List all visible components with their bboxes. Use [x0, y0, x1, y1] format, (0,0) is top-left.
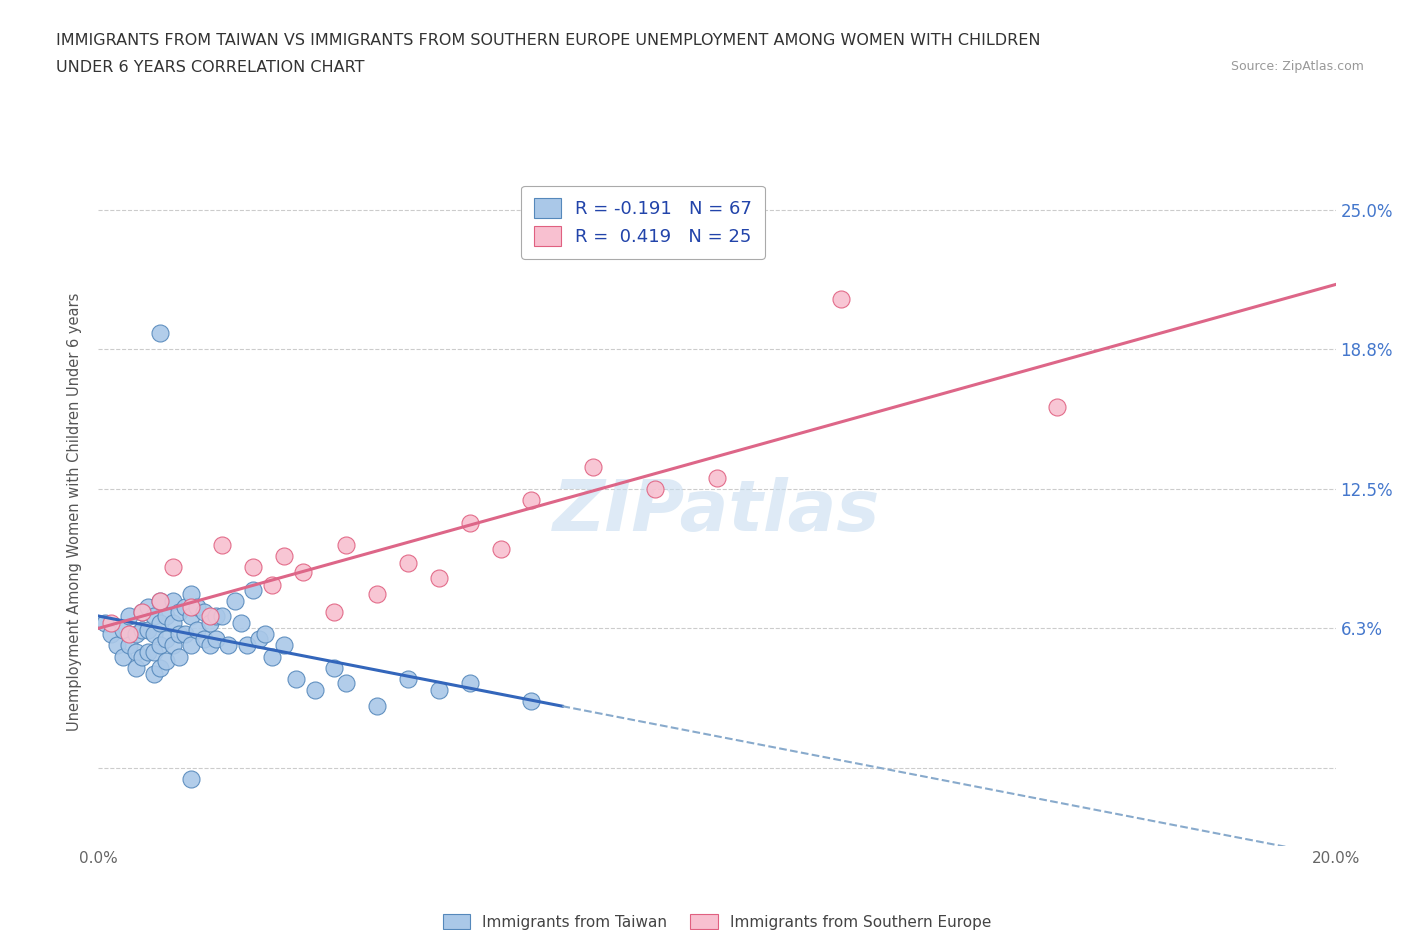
- Point: [155, 609, 177, 624]
- Point: [162, 616, 184, 631]
- Point: [520, 493, 543, 508]
- Point: [198, 638, 221, 653]
- Point: [198, 609, 221, 624]
- Point: [260, 578, 283, 592]
- Point: [100, 627, 122, 642]
- Point: [322, 604, 344, 619]
- Point: [205, 609, 228, 624]
- Point: [217, 638, 239, 653]
- Point: [1046, 399, 1069, 414]
- Point: [136, 622, 159, 637]
- Point: [124, 644, 146, 659]
- Point: [174, 600, 197, 615]
- Point: [149, 593, 172, 608]
- Point: [131, 649, 153, 664]
- Point: [186, 622, 208, 637]
- Point: [193, 604, 215, 619]
- Point: [180, 609, 202, 624]
- Point: [211, 538, 233, 552]
- Point: [582, 459, 605, 474]
- Point: [229, 616, 252, 631]
- Point: [396, 555, 419, 570]
- Point: [273, 549, 295, 564]
- Point: [143, 667, 166, 682]
- Text: IMMIGRANTS FROM TAIWAN VS IMMIGRANTS FROM SOUTHERN EUROPE UNEMPLOYMENT AMONG WOM: IMMIGRANTS FROM TAIWAN VS IMMIGRANTS FRO…: [56, 33, 1040, 47]
- Point: [136, 644, 159, 659]
- Point: [366, 698, 388, 713]
- Legend: R = -0.191   N = 67, R =  0.419   N = 25: R = -0.191 N = 67, R = 0.419 N = 25: [522, 186, 765, 259]
- Point: [149, 593, 172, 608]
- Point: [335, 538, 357, 552]
- Point: [180, 638, 202, 653]
- Point: [131, 604, 153, 619]
- Point: [273, 638, 295, 653]
- Text: Source: ZipAtlas.com: Source: ZipAtlas.com: [1230, 60, 1364, 73]
- Point: [706, 471, 728, 485]
- Point: [149, 660, 172, 675]
- Point: [304, 683, 326, 698]
- Text: UNDER 6 YEARS CORRELATION CHART: UNDER 6 YEARS CORRELATION CHART: [56, 60, 364, 75]
- Point: [105, 638, 128, 653]
- Point: [427, 571, 450, 586]
- Point: [285, 671, 308, 686]
- Point: [131, 622, 153, 637]
- Point: [180, 587, 202, 602]
- Point: [118, 627, 141, 642]
- Y-axis label: Unemployment Among Women with Children Under 6 years: Unemployment Among Women with Children U…: [67, 292, 83, 731]
- Point: [124, 660, 146, 675]
- Point: [396, 671, 419, 686]
- Point: [427, 683, 450, 698]
- Point: [198, 616, 221, 631]
- Point: [149, 326, 172, 340]
- Point: [174, 627, 197, 642]
- Point: [124, 627, 146, 642]
- Point: [131, 604, 153, 619]
- Point: [242, 582, 264, 597]
- Point: [489, 542, 512, 557]
- Point: [112, 622, 135, 637]
- Point: [520, 694, 543, 709]
- Point: [100, 616, 122, 631]
- Point: [211, 609, 233, 624]
- Point: [247, 631, 270, 646]
- Point: [162, 638, 184, 653]
- Point: [224, 593, 246, 608]
- Point: [830, 292, 852, 307]
- Point: [180, 772, 202, 787]
- Point: [143, 644, 166, 659]
- Point: [162, 560, 184, 575]
- Point: [136, 600, 159, 615]
- Point: [180, 600, 202, 615]
- Point: [366, 587, 388, 602]
- Point: [118, 609, 141, 624]
- Point: [93, 616, 115, 631]
- Point: [260, 649, 283, 664]
- Point: [112, 649, 135, 664]
- Point: [162, 593, 184, 608]
- Point: [458, 515, 481, 530]
- Point: [193, 631, 215, 646]
- Point: [155, 654, 177, 669]
- Point: [149, 638, 172, 653]
- Text: ZIPatlas: ZIPatlas: [554, 477, 880, 546]
- Point: [254, 627, 277, 642]
- Point: [242, 560, 264, 575]
- Point: [167, 649, 190, 664]
- Point: [155, 631, 177, 646]
- Point: [335, 676, 357, 691]
- Point: [143, 609, 166, 624]
- Point: [458, 676, 481, 691]
- Point: [118, 638, 141, 653]
- Point: [322, 660, 344, 675]
- Point: [291, 565, 314, 579]
- Point: [644, 482, 666, 497]
- Point: [205, 631, 228, 646]
- Point: [167, 604, 190, 619]
- Point: [236, 638, 259, 653]
- Point: [149, 616, 172, 631]
- Point: [143, 627, 166, 642]
- Point: [167, 627, 190, 642]
- Point: [186, 600, 208, 615]
